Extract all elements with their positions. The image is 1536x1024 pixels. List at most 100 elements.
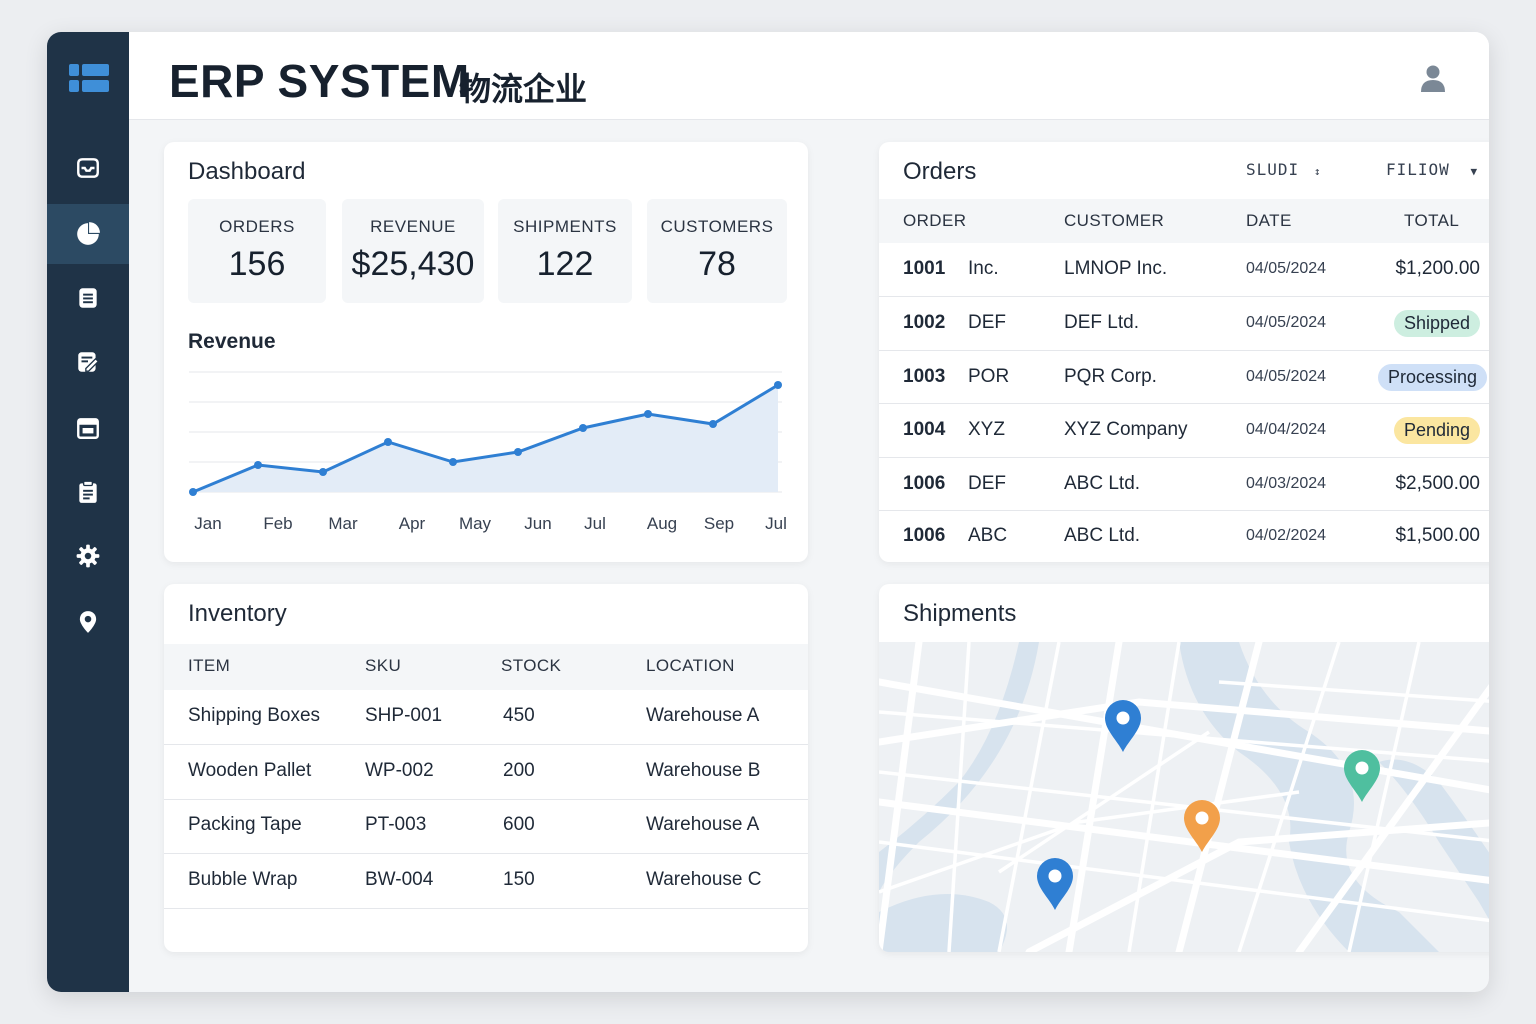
order-total: $1,200.00 [1395, 258, 1480, 279]
order-date: 04/04/2024 [1246, 421, 1327, 438]
data-point[interactable] [254, 461, 262, 469]
app-subtitle: 物流企业 [459, 70, 588, 108]
order-code: Inc. [968, 258, 999, 279]
order-id: 1006 [903, 473, 946, 494]
orders-card: Orders SLUDI ↕ FILIOW ▼ ORDER CUSTOMER D… [879, 142, 1489, 562]
order-id: 1006 [903, 525, 946, 546]
inventory-item: Packing Tape [188, 814, 302, 835]
order-customer: PQR Corp. [1064, 366, 1157, 387]
sidebar-item-calendar[interactable] [47, 398, 129, 458]
revenue-line [192, 383, 779, 494]
order-code: DEF [968, 473, 1006, 494]
app-logo-icon[interactable] [69, 64, 109, 92]
data-point[interactable] [384, 438, 392, 446]
order-customer: LMNOP Inc. [1064, 258, 1168, 279]
data-point[interactable] [449, 458, 457, 466]
map-pin-icon[interactable] [1105, 700, 1141, 752]
status-badge: Pending [1393, 417, 1480, 444]
sidebar-item-settings[interactable] [47, 526, 129, 586]
order-id: 1001 [903, 258, 946, 279]
kpi-label: SHIPMENTS [513, 217, 617, 236]
table-row[interactable]: Bubble Wrap BW-004 150 Warehouse C [164, 854, 808, 909]
column-header[interactable]: STOCK [501, 656, 562, 675]
column-header[interactable]: DATE [1246, 211, 1292, 230]
table-row[interactable]: 1002 DEF DEF Ltd. 04/05/2024 Shipped [879, 297, 1489, 351]
table-row[interactable]: 1004 XYZ XYZ Company 04/04/2024 Pending [879, 404, 1489, 458]
column-header[interactable]: ITEM [188, 656, 231, 675]
x-tick-label: Mar [328, 514, 358, 533]
kpi-customers[interactable]: CUSTOMERS 78 [647, 199, 787, 303]
sidebar-item-reports[interactable] [47, 332, 129, 392]
x-tick-label: Feb [263, 514, 292, 533]
pie-chart-icon [77, 222, 100, 245]
inventory-sku: WP-002 [365, 760, 434, 781]
data-point[interactable] [709, 420, 717, 428]
order-code: XYZ [968, 419, 1005, 440]
app-title: ERP SYSTEM [169, 55, 470, 107]
document-icon [79, 288, 97, 308]
orders-header-row: ORDER CUSTOMER DATE TOTAL [879, 199, 1489, 243]
x-tick-label: Sep [704, 514, 734, 533]
kpi-value: 156 [228, 245, 286, 283]
sidebar-item-tasks[interactable] [47, 462, 129, 522]
map-pin-icon[interactable] [1037, 858, 1073, 910]
sidebar-item-documents[interactable] [47, 268, 129, 328]
order-total: $1,500.00 [1395, 525, 1480, 546]
calendar-icon [77, 418, 99, 439]
column-header[interactable]: SKU [365, 656, 402, 675]
inventory-location: Warehouse A [646, 705, 760, 726]
kpi-orders[interactable]: ORDERS 156 [188, 199, 326, 303]
data-point[interactable] [774, 381, 782, 389]
inventory-card: Inventory ITEM SKU STOCK LOCATION Shippi… [164, 584, 808, 952]
clipboard-icon [79, 480, 97, 503]
data-point[interactable] [579, 424, 587, 432]
table-row[interactable]: Packing Tape PT-003 600 Warehouse A [164, 799, 808, 854]
dashboard-title: Dashboard [188, 158, 306, 185]
column-header[interactable]: CUSTOMER [1064, 211, 1165, 230]
edit-document-icon [78, 352, 100, 372]
sidebar-item-locations[interactable] [47, 592, 129, 652]
shipments-map[interactable] [879, 642, 1489, 952]
revenue-chart: Jan Feb Mar Apr May Jun Jul Aug Sep Jul [189, 371, 787, 533]
sort-control[interactable]: SLUDI ↕ [1246, 160, 1321, 179]
table-row[interactable]: 1003 POR PQR Corp. 04/05/2024 Processing [879, 351, 1489, 404]
table-row[interactable]: 1006 DEF ABC Ltd. 04/03/2024 $2,500.00 [879, 458, 1489, 511]
data-point[interactable] [319, 468, 327, 476]
sidebar-item-inbox[interactable] [47, 138, 129, 198]
inventory-location: Warehouse A [646, 814, 760, 835]
location-pin-icon [79, 611, 97, 633]
table-row[interactable]: Wooden Pallet WP-002 200 Warehouse B [164, 745, 808, 800]
revenue-chart-title: Revenue [188, 330, 276, 353]
column-header[interactable]: ORDER [903, 211, 967, 230]
inventory-title: Inventory [188, 600, 287, 627]
inbox-icon [77, 158, 99, 178]
table-row[interactable]: 1001 Inc. LMNOP Inc. 04/05/2024 $1,200.00 [879, 243, 1489, 297]
data-point[interactable] [644, 410, 652, 418]
user-avatar-icon[interactable] [1417, 62, 1449, 94]
column-header[interactable]: TOTAL [1404, 211, 1460, 230]
data-point[interactable] [189, 488, 197, 496]
status-badge: Processing [1377, 364, 1487, 391]
x-tick-label: Jan [194, 514, 221, 533]
table-row[interactable]: 1006 ABC ABC Ltd. 04/02/2024 $1,500.00 [879, 511, 1489, 562]
table-row[interactable]: Shipping Boxes SHP-001 450 Warehouse A [164, 690, 808, 745]
revenue-area [193, 385, 778, 492]
map-pin-icon[interactable] [1184, 800, 1220, 852]
order-customer: DEF Ltd. [1064, 312, 1139, 333]
sidebar-item-analytics[interactable] [47, 204, 129, 264]
kpi-revenue[interactable]: REVENUE $25,430 [342, 199, 484, 303]
filter-dropdown[interactable]: FILIOW ▼ [1386, 160, 1478, 179]
data-point[interactable] [514, 448, 522, 456]
column-header[interactable]: LOCATION [646, 656, 735, 675]
inventory-item: Bubble Wrap [188, 869, 298, 890]
order-code: POR [968, 366, 1010, 387]
order-customer: ABC Ltd. [1064, 473, 1141, 494]
order-total: $2,500.00 [1395, 473, 1480, 494]
map-pin-icon[interactable] [1344, 750, 1380, 802]
order-date: 04/03/2024 [1246, 475, 1327, 492]
order-customer: XYZ Company [1064, 419, 1188, 440]
kpi-shipments[interactable]: SHIPMENTS 122 [498, 199, 632, 303]
gear-icon [76, 544, 100, 568]
inventory-location: Warehouse C [646, 869, 762, 890]
order-id: 1003 [903, 366, 946, 387]
